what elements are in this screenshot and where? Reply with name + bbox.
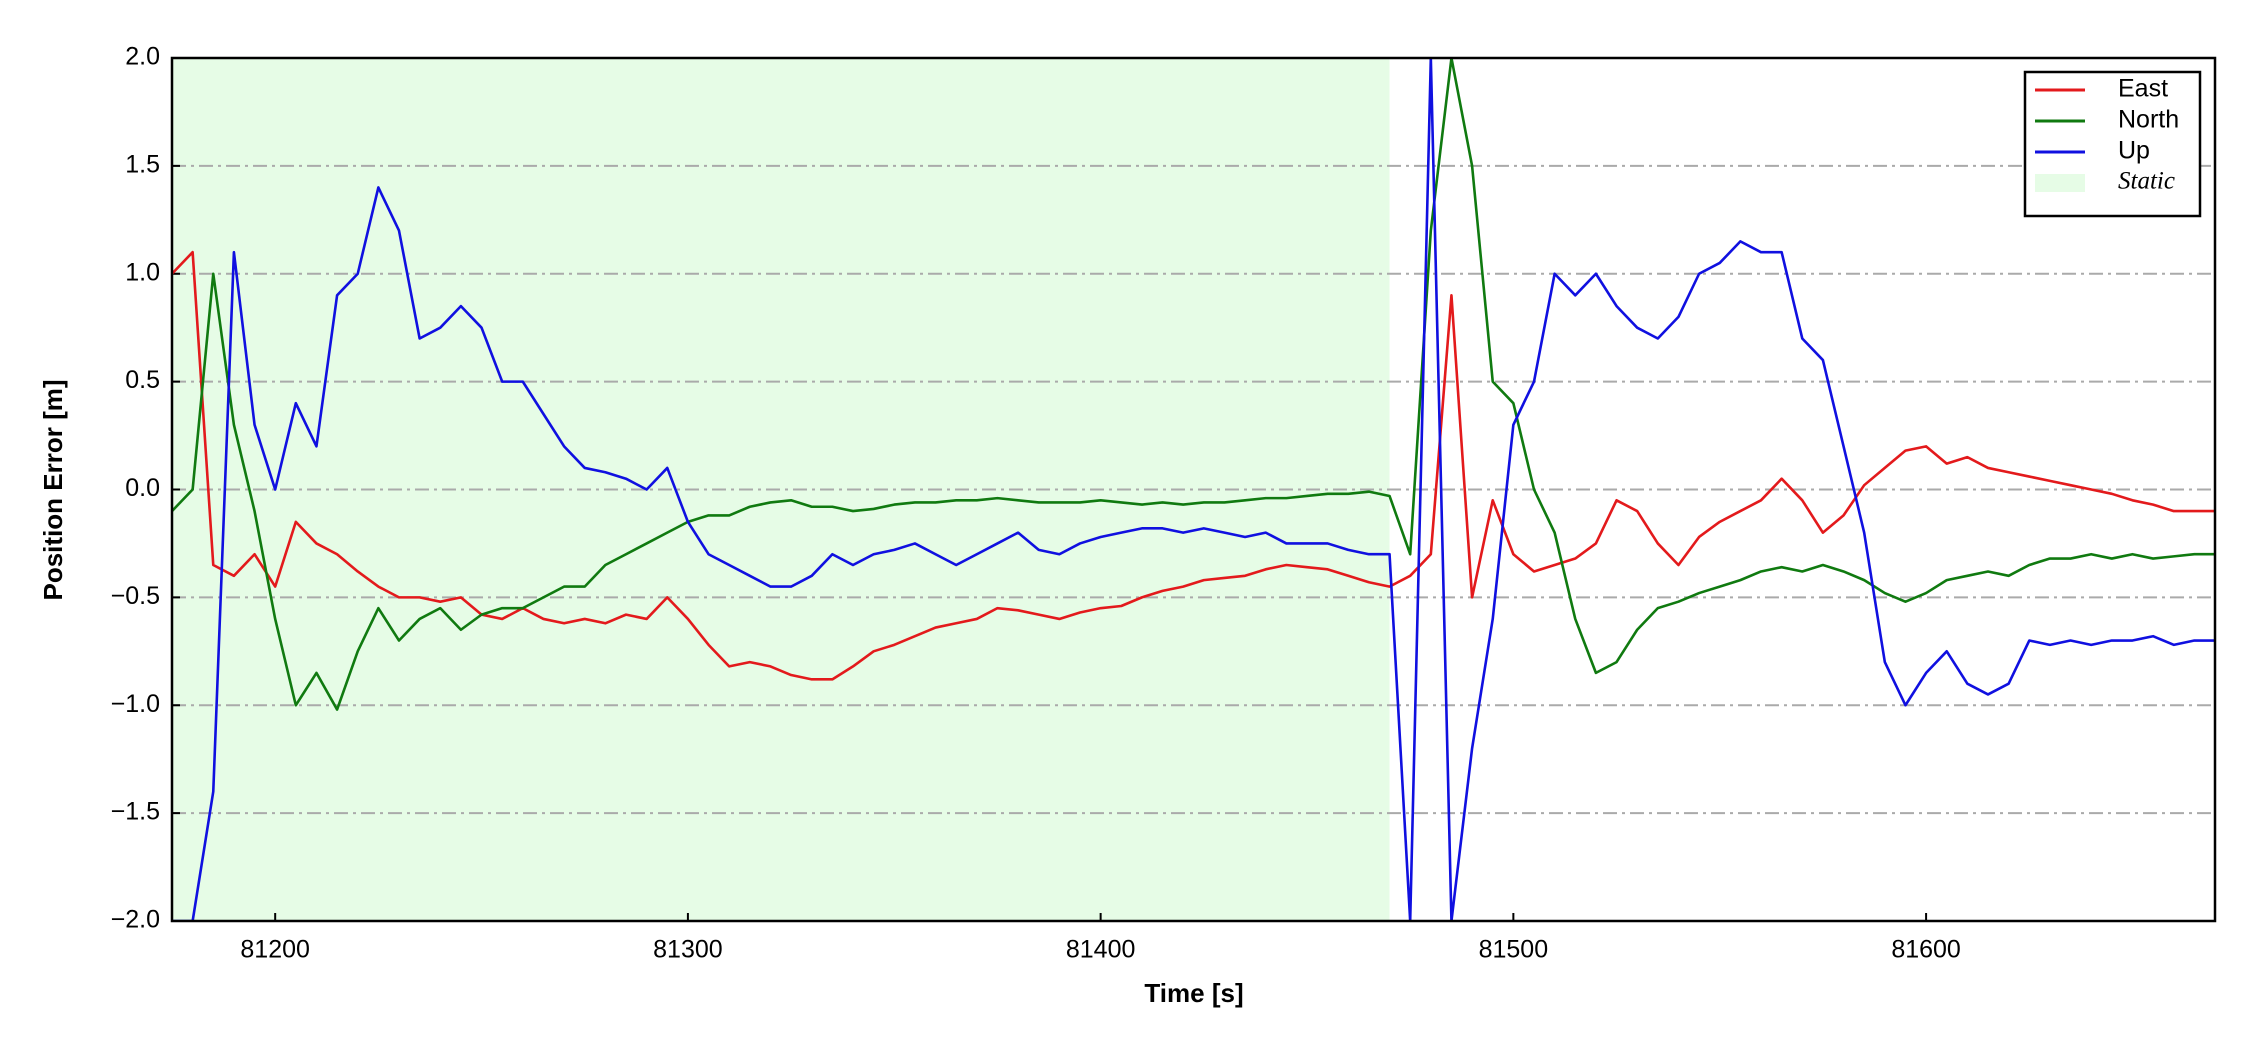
- y-tick-label: 0.0: [125, 474, 160, 502]
- legend-swatch: [2035, 174, 2085, 192]
- y-tick-label: 2.0: [125, 43, 160, 71]
- x-axis-label: Time [s]: [1144, 978, 1243, 1008]
- legend-label: East: [2118, 75, 2168, 103]
- y-tick-label: 1.0: [125, 258, 160, 286]
- y-tick-label: −1.0: [111, 690, 160, 718]
- x-tick-label: 81400: [1066, 936, 1136, 964]
- legend-label: Up: [2118, 137, 2150, 165]
- legend-label: Static: [2118, 168, 2175, 195]
- series-line: [172, 58, 2215, 921]
- y-tick-label: 0.5: [125, 366, 160, 394]
- x-tick-label: 81500: [1479, 936, 1549, 964]
- y-tick-label: −1.5: [111, 798, 160, 826]
- x-tick-label: 81300: [653, 936, 723, 964]
- y-tick-label: 1.5: [125, 150, 160, 178]
- legend-label: North: [2118, 106, 2179, 134]
- y-axis-label: Position Error [m]: [38, 379, 68, 600]
- y-tick-label: −0.5: [111, 582, 160, 610]
- x-tick-label: 81200: [240, 936, 310, 964]
- y-tick-label: −2.0: [111, 906, 160, 934]
- plot-frame: [170, 56, 2217, 923]
- series-line: [172, 58, 2215, 711]
- series-line: [172, 250, 2215, 681]
- x-tick-label: 81600: [1891, 936, 1961, 964]
- plot-lines: [172, 58, 2215, 921]
